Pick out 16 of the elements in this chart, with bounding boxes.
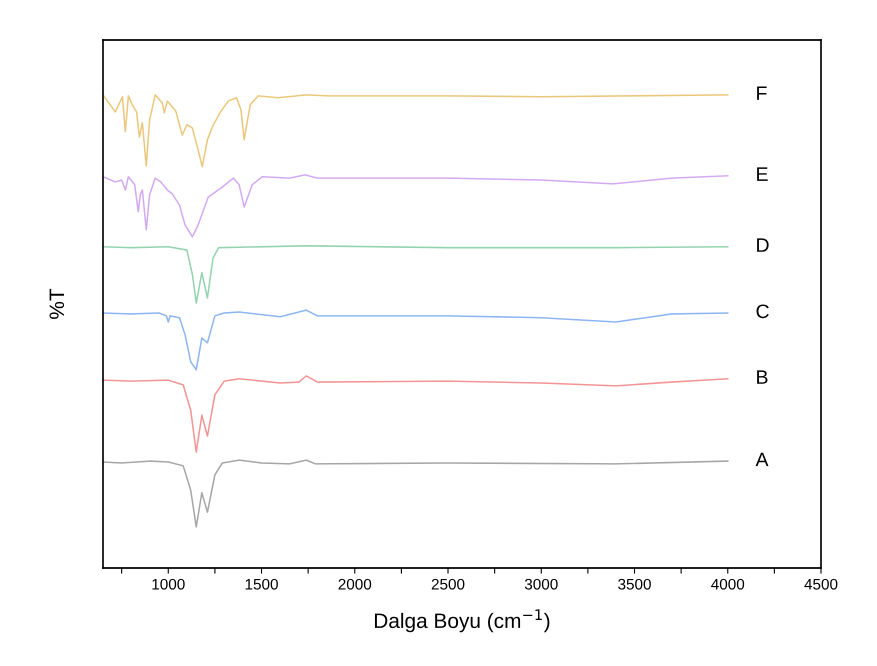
series-label: D bbox=[757, 238, 769, 252]
series-label: F bbox=[757, 86, 767, 100]
x-tick-label: 3000 bbox=[524, 578, 558, 590]
series-label: A bbox=[756, 452, 768, 466]
x-tick-label: 4000 bbox=[711, 578, 744, 590]
series-label: B bbox=[757, 370, 768, 384]
x-tick-label: 2000 bbox=[338, 578, 372, 590]
y-axis-title: %T bbox=[50, 288, 64, 319]
x-tick-label: 1000 bbox=[152, 578, 185, 590]
x-tick-label: 3500 bbox=[618, 578, 651, 590]
x-tick-label: 1500 bbox=[246, 578, 278, 590]
series-label: C bbox=[756, 304, 769, 318]
x-tick-label: 2500 bbox=[432, 578, 464, 590]
x-tick-label: 4500 bbox=[804, 578, 838, 590]
x-axis-title: Dalga Boyu (cm$^{−1}$) bbox=[374, 609, 550, 632]
series-label: E bbox=[757, 167, 768, 181]
